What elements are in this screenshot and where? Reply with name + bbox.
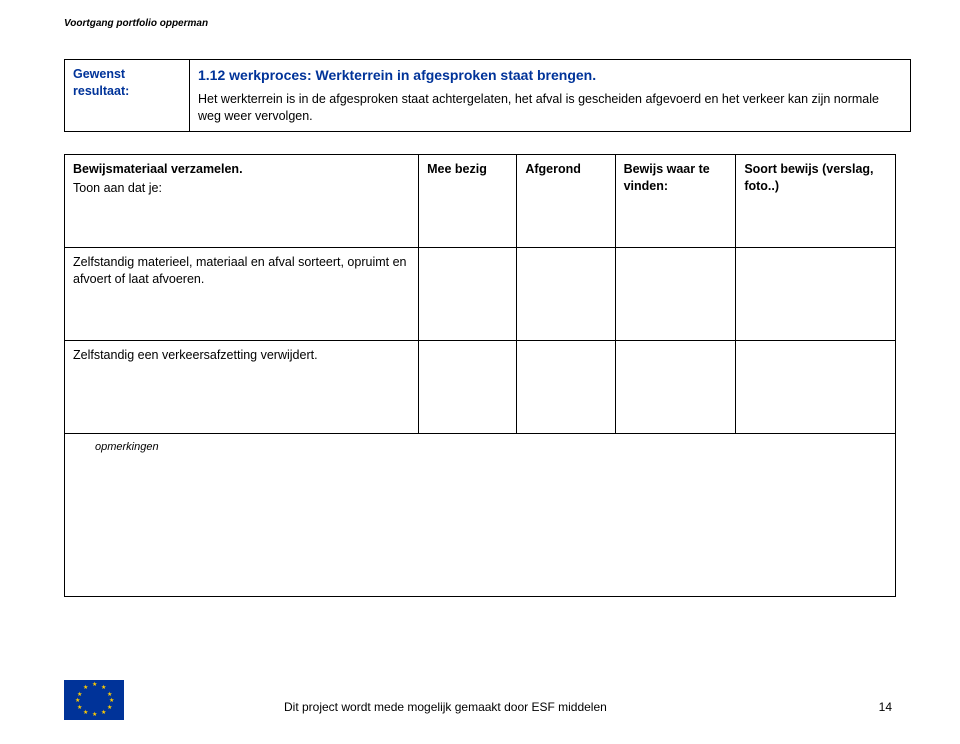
evidence-header-col5: Soort bewijs (verslag, foto..) [736,154,896,247]
evidence-cell [419,247,517,340]
evidence-cell [517,340,615,433]
evidence-row-text: Zelfstandig materieel, materiaal en afva… [65,247,419,340]
eu-flag-icon: ★ ★ ★ ★ ★ ★ ★ ★ ★ ★ ★ ★ [64,680,124,720]
evidence-row: Zelfstandig een verkeersafzetting verwij… [65,340,896,433]
evidence-header-col1: Bewijsmateriaal verzamelen. Toon aan dat… [65,154,419,247]
evidence-header-col4: Bewijs waar te vinden: [615,154,736,247]
evidence-row-text: Zelfstandig een verkeersafzetting verwij… [65,340,419,433]
result-label: Gewenst resultaat: [73,67,129,98]
workprocess-title: 1.12 werkproces: Werkterrein in afgespro… [198,66,902,85]
evidence-row: Zelfstandig materieel, materiaal en afva… [65,247,896,340]
page-footer: ★ ★ ★ ★ ★ ★ ★ ★ ★ ★ ★ ★ Dit project word… [64,678,896,720]
result-table: Gewenst resultaat: 1.12 werkproces: Werk… [64,59,911,132]
evidence-cell [736,247,896,340]
footer-text: Dit project wordt mede mogelijk gemaakt … [284,700,607,714]
evidence-header-col3: Afgerond [517,154,615,247]
evidence-cell [615,247,736,340]
remarks-cell: opmerkingen [65,433,896,596]
evidence-cell [517,247,615,340]
result-label-cell: Gewenst resultaat: [65,60,190,132]
eu-flag-stars: ★ ★ ★ ★ ★ ★ ★ ★ ★ ★ ★ ★ [65,681,123,719]
evidence-header-col2: Mee bezig [419,154,517,247]
evidence-header-col1-line2: Toon aan dat je: [73,180,410,197]
evidence-cell [736,340,896,433]
result-content-cell: 1.12 werkproces: Werkterrein in afgespro… [190,60,911,132]
page: Voortgang portfolio opperman Gewenst res… [0,0,960,744]
evidence-header-col1-line1: Bewijsmateriaal verzamelen. [73,162,243,176]
page-number: 14 [879,700,892,714]
evidence-cell [419,340,517,433]
remarks-row: opmerkingen [65,433,896,596]
evidence-table: Bewijsmateriaal verzamelen. Toon aan dat… [64,154,896,597]
evidence-header-row: Bewijsmateriaal verzamelen. Toon aan dat… [65,154,896,247]
workprocess-body: Het werkterrein is in de afgesproken sta… [198,92,879,123]
remarks-label: opmerkingen [73,440,887,455]
document-header: Voortgang portfolio opperman [64,18,896,29]
evidence-cell [615,340,736,433]
